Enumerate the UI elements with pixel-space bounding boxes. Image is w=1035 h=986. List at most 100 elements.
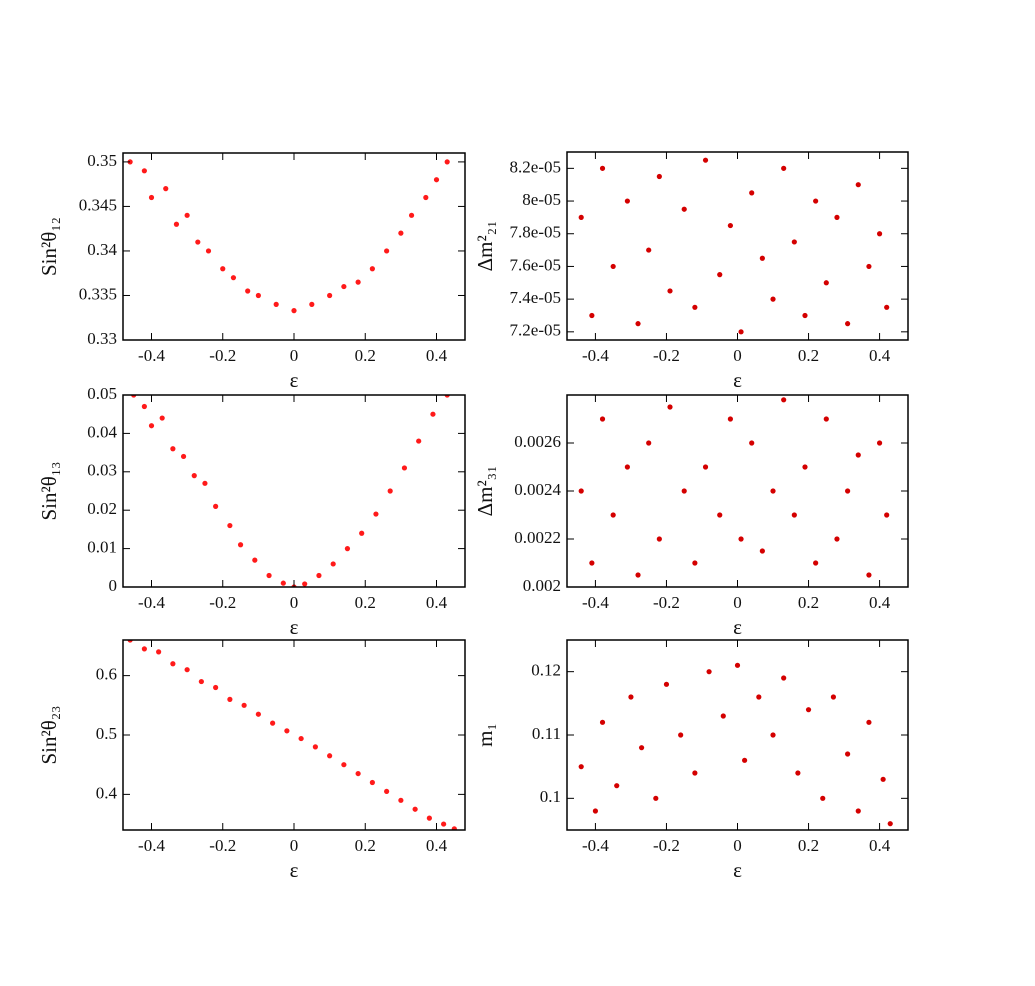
point bbox=[148, 423, 155, 429]
x-axis-label: ε bbox=[733, 615, 742, 639]
point bbox=[599, 719, 606, 725]
point bbox=[426, 815, 432, 821]
point bbox=[624, 464, 630, 470]
point bbox=[441, 821, 447, 827]
x-tick-label: -0.2 bbox=[209, 346, 236, 365]
y-tick-label: 0.0026 bbox=[514, 432, 561, 451]
point bbox=[866, 719, 872, 725]
y-axis-label: Sin²θ₁₂ bbox=[37, 217, 61, 276]
point bbox=[845, 751, 851, 757]
y-tick-label: 7.8e-05 bbox=[510, 223, 561, 242]
point bbox=[444, 159, 450, 165]
point bbox=[589, 312, 595, 319]
point bbox=[387, 488, 393, 494]
point bbox=[738, 536, 744, 542]
y-tick-label: 7.2e-05 bbox=[510, 321, 561, 340]
point bbox=[830, 694, 837, 700]
point bbox=[727, 416, 733, 422]
point bbox=[373, 511, 379, 517]
x-tick-label: 0 bbox=[290, 346, 299, 365]
point bbox=[359, 530, 365, 536]
point bbox=[702, 464, 709, 470]
point bbox=[770, 732, 776, 738]
point bbox=[791, 239, 797, 245]
point bbox=[720, 713, 726, 719]
y-tick-label: 7.4e-05 bbox=[510, 288, 561, 307]
x-tick-label: 0.2 bbox=[798, 593, 819, 612]
point bbox=[653, 795, 659, 801]
point bbox=[237, 542, 244, 548]
point bbox=[876, 440, 883, 446]
point bbox=[795, 770, 801, 776]
point bbox=[312, 744, 318, 750]
point bbox=[770, 296, 776, 302]
point bbox=[845, 321, 851, 327]
point bbox=[681, 488, 687, 494]
y-tick-label: 0.0024 bbox=[514, 480, 561, 499]
point bbox=[887, 821, 893, 827]
point bbox=[610, 263, 616, 270]
point bbox=[781, 397, 787, 403]
point bbox=[646, 440, 652, 446]
point bbox=[245, 288, 251, 294]
y-tick-label: 0 bbox=[109, 576, 118, 595]
point bbox=[791, 512, 797, 518]
point bbox=[678, 732, 684, 738]
point bbox=[298, 735, 304, 742]
y-tick-label: 0.002 bbox=[523, 576, 561, 595]
y-tick-label: 0.01 bbox=[87, 538, 117, 557]
point bbox=[141, 168, 147, 174]
point bbox=[369, 779, 375, 786]
y-tick-label: 0.1 bbox=[540, 787, 561, 806]
point bbox=[184, 212, 190, 218]
panel: -0.4 -0.2 0 0.2 0.4 0.1 0.11 0.12 ε m₁ bbox=[473, 639, 909, 882]
point bbox=[692, 770, 698, 776]
points bbox=[578, 662, 893, 827]
point bbox=[734, 662, 741, 668]
point bbox=[813, 560, 819, 566]
point bbox=[614, 783, 620, 789]
point bbox=[280, 580, 286, 586]
point bbox=[170, 446, 176, 452]
point bbox=[159, 415, 165, 421]
point bbox=[384, 248, 390, 254]
x-tick-label: 0.4 bbox=[426, 346, 448, 365]
point bbox=[717, 512, 723, 518]
point bbox=[610, 512, 616, 518]
points bbox=[127, 640, 457, 830]
x-tick-label: 0.2 bbox=[355, 593, 376, 612]
point bbox=[195, 239, 201, 245]
point bbox=[681, 206, 687, 212]
y-tick-label: 0.04 bbox=[87, 422, 117, 441]
x-tick-label: 0 bbox=[733, 593, 742, 612]
point bbox=[855, 808, 861, 814]
y-tick-label: 0.35 bbox=[87, 151, 117, 170]
point bbox=[692, 304, 698, 310]
point bbox=[205, 248, 212, 254]
y-tick-label: 0.6 bbox=[96, 665, 117, 684]
point bbox=[127, 159, 133, 165]
point bbox=[880, 776, 886, 782]
point bbox=[401, 465, 408, 471]
point bbox=[599, 165, 606, 171]
point bbox=[706, 669, 712, 675]
point bbox=[884, 304, 890, 310]
point bbox=[416, 438, 422, 444]
y-tick-label: 0.345 bbox=[79, 195, 117, 214]
point bbox=[398, 797, 404, 803]
y-tick-label: 0.5 bbox=[96, 724, 117, 743]
x-axis-label: ε bbox=[733, 368, 742, 392]
point bbox=[692, 560, 698, 566]
plot-frame bbox=[566, 639, 909, 831]
panel: -0.4 -0.2 0 0.2 0.4 0.002 0.0022 0.0024 0.0026 ε Δ… bbox=[473, 394, 909, 639]
point bbox=[270, 720, 276, 726]
point bbox=[198, 678, 204, 685]
x-tick-label: -0.2 bbox=[653, 836, 680, 855]
point bbox=[227, 696, 233, 702]
point bbox=[646, 247, 652, 253]
point bbox=[255, 292, 261, 299]
point bbox=[866, 263, 872, 270]
point bbox=[866, 572, 872, 578]
point bbox=[749, 190, 755, 196]
point bbox=[355, 279, 361, 285]
